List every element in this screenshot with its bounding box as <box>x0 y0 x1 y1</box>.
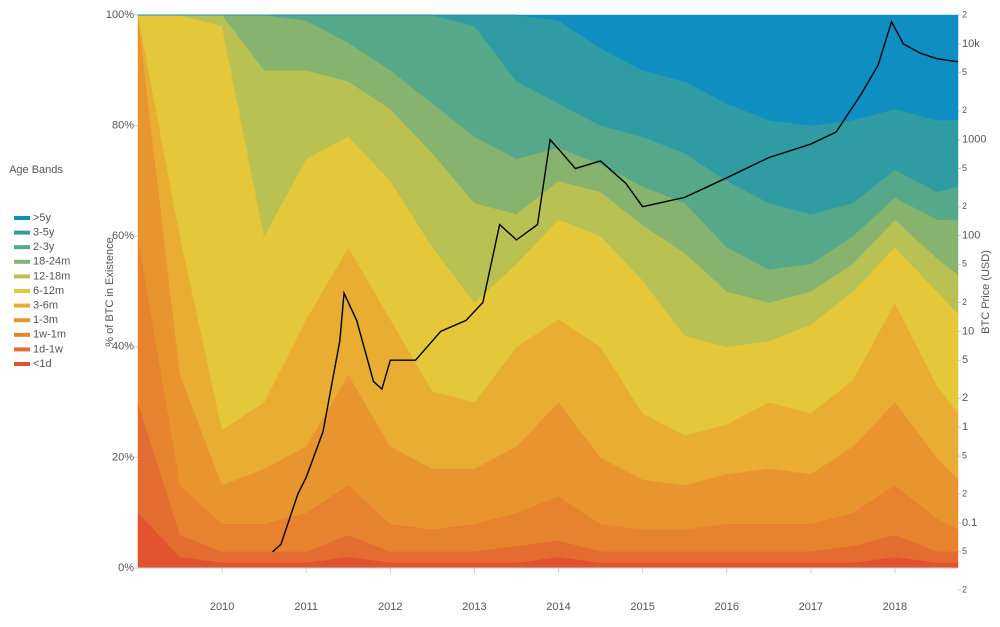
y-tick-label: 40% <box>112 341 134 353</box>
legend-label: 3-5y <box>33 227 55 239</box>
legend-label: 12-18m <box>33 270 70 282</box>
legend-label: 1w-1m <box>33 329 66 341</box>
legend-label: 18-24m <box>33 256 70 268</box>
legend-swatch <box>14 259 30 264</box>
y2-tick-label: 5 <box>962 450 967 460</box>
x-tick-label: 2014 <box>546 601 570 613</box>
x-tick-label: 2010 <box>210 601 234 613</box>
legend-label: 1d-1w <box>33 343 63 355</box>
y2-tick-label: 2 <box>962 201 967 211</box>
legend-swatch <box>14 318 30 323</box>
y2-tick-label: 0.1 <box>962 517 977 529</box>
legend-label: >5y <box>33 212 52 224</box>
legend-swatch <box>14 332 30 337</box>
x-tick-label: 2018 <box>883 601 907 613</box>
x-tick-label: 2012 <box>378 601 402 613</box>
x-tick-label: 2017 <box>799 601 823 613</box>
x-tick-label: 2011 <box>294 601 318 613</box>
y-tick-label: 100% <box>106 9 134 21</box>
y2-tick-label: 100 <box>962 229 980 241</box>
x-tick-label: 2015 <box>630 601 654 613</box>
legend-title: Age Bands <box>9 164 63 176</box>
y2-tick-label: 1000 <box>962 134 986 146</box>
y2-tick-label: 5 <box>962 546 967 556</box>
y2-tick-label: 1 <box>962 421 968 433</box>
y2-tick-label: 10 <box>962 325 974 337</box>
y2-tick-label: 5 <box>962 163 967 173</box>
legend-label: 3-6m <box>33 300 58 312</box>
legend-swatch <box>14 230 30 235</box>
y2-axis-label: BTC Price (USD) <box>980 250 992 334</box>
x-tick-label: 2016 <box>714 601 738 613</box>
y2-tick-label: 2 <box>962 105 967 115</box>
y-tick-label: 0% <box>118 562 134 574</box>
y-axis-label: % of BTC in Existence <box>104 237 116 346</box>
y2-tick-label: 2 <box>962 489 967 499</box>
y2-tick-label: 5 <box>962 354 968 366</box>
legend-swatch <box>14 362 30 366</box>
legend-swatch <box>14 347 30 352</box>
y2-tick-label: 2 <box>962 392 968 404</box>
legend-label: <1d <box>33 358 52 370</box>
x-tick-label: 2013 <box>462 601 486 613</box>
y-tick-label: 20% <box>112 451 134 463</box>
y2-tick-label: 2 <box>962 584 967 594</box>
legend-swatch <box>14 289 30 293</box>
y2-tick-label: 5 <box>962 67 967 77</box>
y2-tick-label: 2 <box>962 9 967 19</box>
legend-label: 2-3y <box>33 241 55 253</box>
y-tick-label: 60% <box>112 230 134 242</box>
legend-swatch <box>14 303 30 308</box>
y2-tick-label: 2 <box>962 297 967 307</box>
legend-swatch <box>14 216 30 220</box>
legend-label: 1-3m <box>33 314 58 326</box>
legend-label: 6-12m <box>33 285 64 297</box>
price-line <box>272 19 959 553</box>
legend-swatch <box>14 274 30 279</box>
y-tick-label: 80% <box>112 120 134 132</box>
y2-tick-label: 5 <box>962 259 967 269</box>
legend-swatch <box>14 245 30 250</box>
area-band <box>138 14 959 126</box>
y2-tick-label: 10k <box>962 38 980 50</box>
